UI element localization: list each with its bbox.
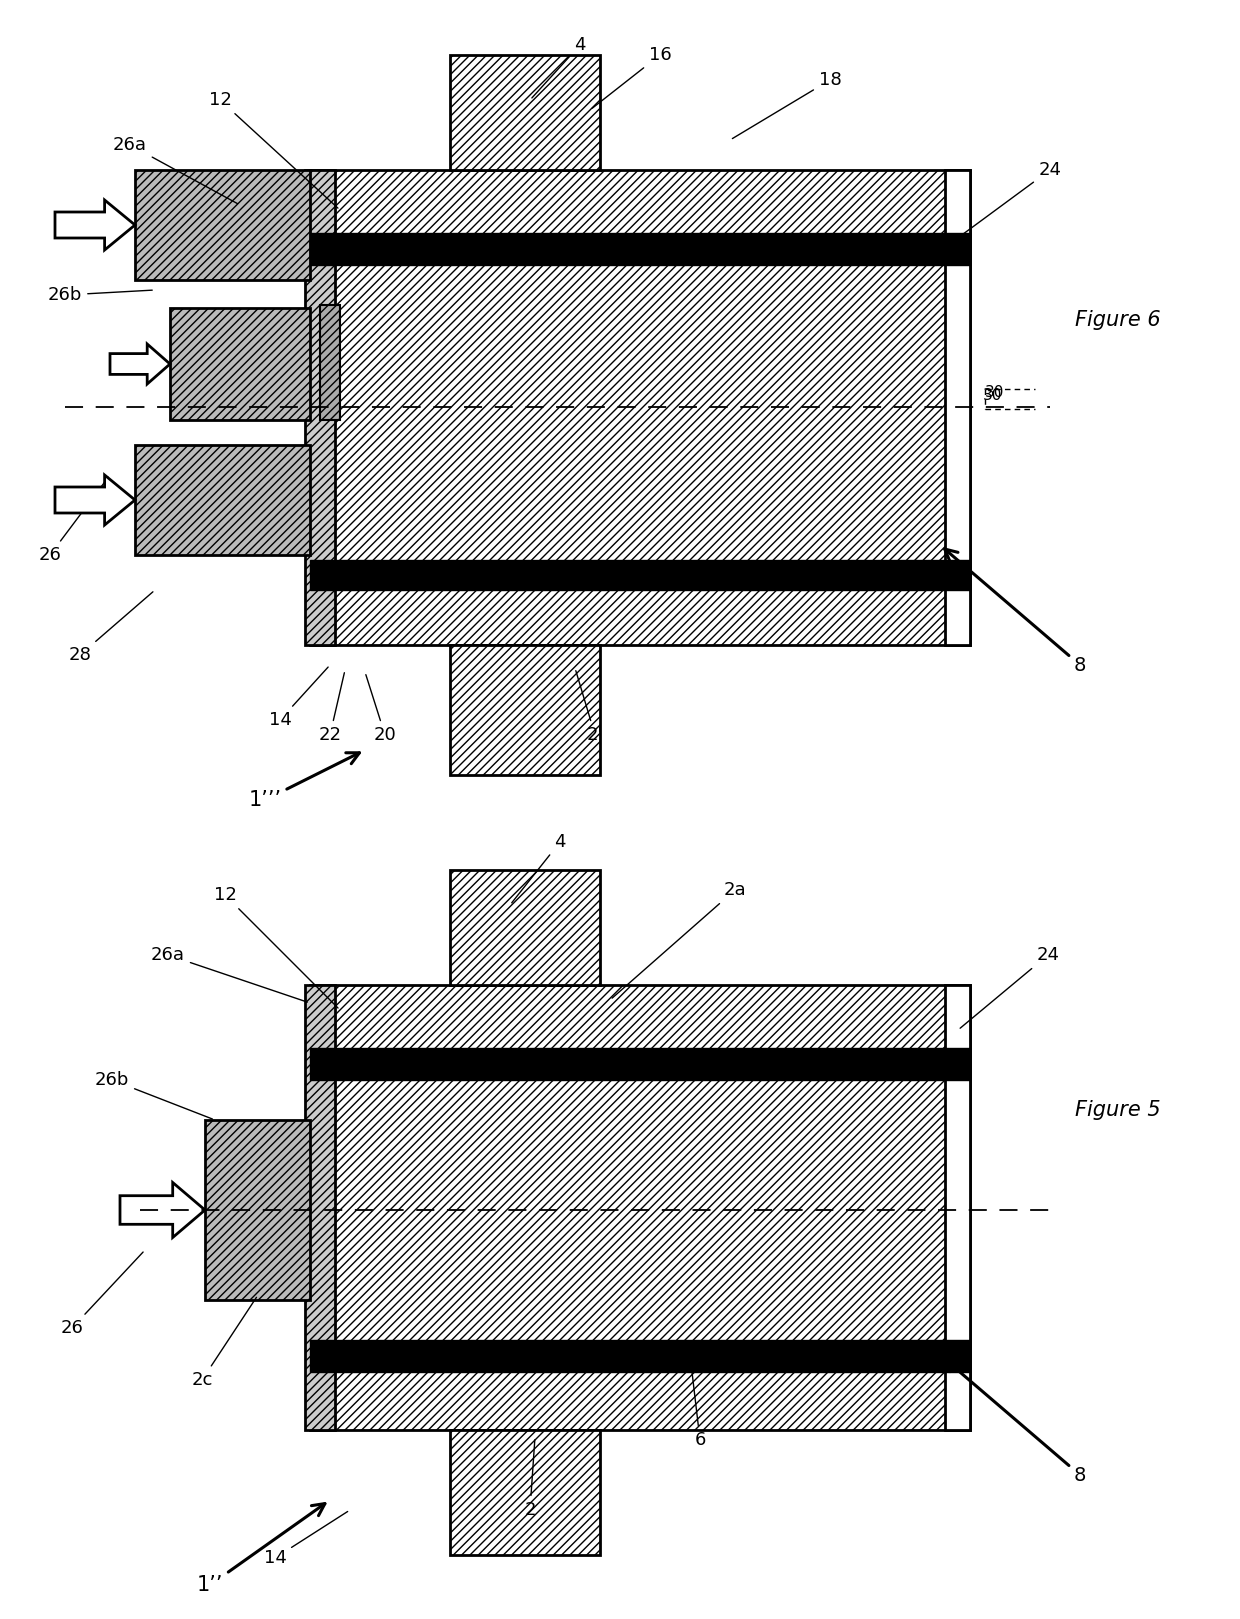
Text: 1’’’: 1’’’ bbox=[248, 753, 360, 810]
Bar bbox=[135, 170, 310, 280]
Bar bbox=[450, 644, 600, 776]
Text: 12: 12 bbox=[213, 886, 339, 1009]
Text: 2: 2 bbox=[525, 1439, 536, 1519]
Text: 4: 4 bbox=[512, 834, 565, 903]
Text: 2c: 2c bbox=[191, 1297, 257, 1389]
Bar bbox=[305, 984, 335, 1430]
Bar bbox=[310, 1047, 970, 1080]
Text: 14: 14 bbox=[264, 1512, 347, 1567]
Text: Figure 6: Figure 6 bbox=[1075, 309, 1161, 330]
Text: 24: 24 bbox=[957, 160, 1061, 238]
Bar bbox=[170, 308, 310, 419]
Bar bbox=[205, 1120, 310, 1300]
Polygon shape bbox=[120, 1182, 205, 1237]
Text: 8: 8 bbox=[945, 549, 1086, 675]
Bar bbox=[450, 869, 600, 984]
Text: 6: 6 bbox=[691, 1358, 706, 1449]
Text: 8: 8 bbox=[945, 1358, 1086, 1485]
Polygon shape bbox=[55, 201, 135, 249]
Text: 16: 16 bbox=[593, 45, 671, 108]
Text: 14: 14 bbox=[269, 667, 329, 729]
Bar bbox=[945, 984, 970, 1430]
Text: 28: 28 bbox=[68, 593, 153, 664]
Bar bbox=[450, 55, 600, 170]
Text: 30: 30 bbox=[985, 384, 1004, 400]
Text: 12: 12 bbox=[208, 91, 339, 209]
Text: 2': 2' bbox=[575, 670, 603, 745]
Text: 4: 4 bbox=[532, 36, 585, 97]
Bar bbox=[310, 233, 970, 266]
Text: 26: 26 bbox=[38, 478, 108, 563]
Bar bbox=[450, 1430, 600, 1554]
Text: 26b: 26b bbox=[94, 1072, 212, 1119]
Bar bbox=[310, 984, 970, 1430]
Text: 2a: 2a bbox=[613, 881, 746, 999]
Polygon shape bbox=[110, 343, 170, 384]
Text: 18: 18 bbox=[733, 71, 842, 139]
Bar bbox=[135, 445, 310, 555]
Text: 26a: 26a bbox=[113, 136, 238, 204]
Text: 26a: 26a bbox=[151, 945, 308, 1002]
Text: 24: 24 bbox=[960, 945, 1059, 1028]
Bar bbox=[320, 304, 340, 419]
Text: 26b: 26b bbox=[48, 287, 153, 304]
Polygon shape bbox=[55, 474, 135, 525]
Bar bbox=[945, 170, 970, 644]
Bar bbox=[310, 1341, 970, 1371]
Text: 20: 20 bbox=[366, 675, 397, 745]
Text: Figure 5: Figure 5 bbox=[1075, 1099, 1161, 1120]
Text: 26: 26 bbox=[61, 1251, 143, 1337]
Text: 22: 22 bbox=[319, 674, 345, 745]
Bar bbox=[310, 560, 970, 589]
Text: 30: 30 bbox=[983, 387, 1002, 403]
Bar bbox=[305, 170, 335, 644]
Text: 1’’: 1’’ bbox=[197, 1504, 325, 1595]
Bar bbox=[310, 170, 970, 644]
